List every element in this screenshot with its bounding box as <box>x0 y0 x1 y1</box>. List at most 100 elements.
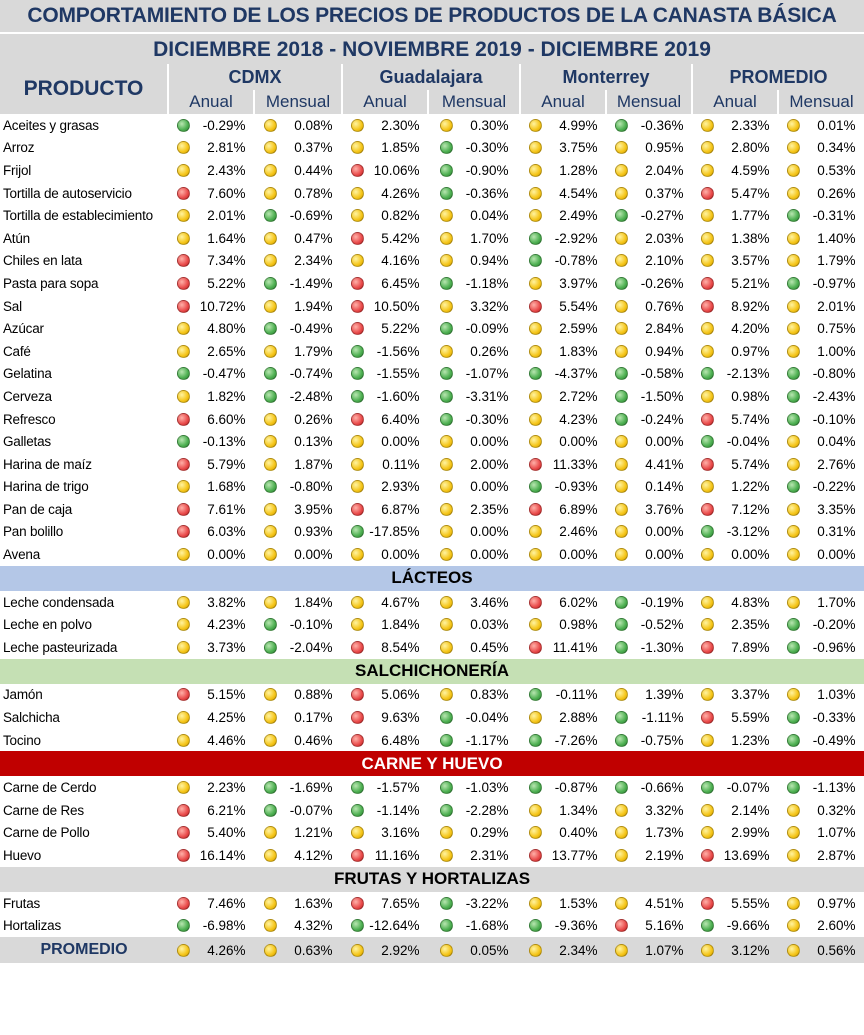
percentage-value: 0.75% <box>817 321 856 337</box>
status-dot-yellow-icon <box>786 525 800 539</box>
status-dot-green-icon <box>263 640 277 654</box>
status-dot-yellow-icon <box>528 826 542 840</box>
value-cell: -0.36% <box>428 182 520 205</box>
status-dot-red-icon <box>350 231 364 245</box>
value-cell: 4.20% <box>692 317 778 340</box>
status-dot-green-icon <box>786 412 800 426</box>
percentage-value: 0.00% <box>294 547 333 563</box>
table-row: Leche pasteurizada 3.73% -2.04% 8.54% 0.45% 1… <box>0 636 864 659</box>
percentage-value: 5.15% <box>207 687 246 703</box>
status-dot-green-icon <box>786 367 800 381</box>
value-cell: 5.54% <box>520 295 606 318</box>
status-dot-yellow-icon <box>700 548 714 562</box>
status-dot-red-icon <box>350 276 364 290</box>
value-cell: 10.50% <box>342 295 428 318</box>
status-dot-yellow-icon <box>700 733 714 747</box>
value-cell: -2.43% <box>778 385 864 408</box>
percentage-value: 0.08% <box>294 117 333 133</box>
value-cell: 0.00% <box>428 430 520 453</box>
percentage-value: 8.54% <box>381 639 420 655</box>
status-dot-yellow-icon <box>176 141 190 155</box>
value-cell: 1.77% <box>692 204 778 227</box>
status-dot-yellow-icon <box>263 231 277 245</box>
percentage-value: 2.46% <box>559 524 598 540</box>
table-row: Arroz 2.81% 0.37% 1.85% -0.30% 3.75% 0.95% 2.80… <box>0 137 864 160</box>
value-cell: 16.14% <box>168 844 254 867</box>
value-cell: -0.30% <box>428 137 520 160</box>
percentage-value: 0.00% <box>470 479 509 495</box>
percentage-value: 0.01% <box>817 117 856 133</box>
status-dot-yellow-icon <box>439 118 453 132</box>
status-dot-yellow-icon <box>176 640 190 654</box>
percentage-value: 0.37% <box>645 185 684 201</box>
product-name: Arroz <box>3 140 35 156</box>
status-dot-yellow-icon <box>786 826 800 840</box>
value-cell: 1.87% <box>254 453 342 476</box>
value-cell: 2.76% <box>778 453 864 476</box>
value-cell: 0.95% <box>606 137 692 160</box>
percentage-value: 4.32% <box>294 918 333 934</box>
status-dot-yellow-icon <box>786 299 800 313</box>
percentage-value: 2.84% <box>645 321 684 337</box>
status-dot-red-icon <box>350 163 364 177</box>
status-dot-yellow-icon <box>528 389 542 403</box>
value-cell: 1.79% <box>254 340 342 363</box>
percentage-value: 0.17% <box>294 710 333 726</box>
percentage-value: -1.69% <box>289 780 333 796</box>
status-dot-yellow-icon <box>700 943 714 957</box>
product-name: Carne de Pollo <box>3 825 90 841</box>
annual-header: Anual <box>519 90 606 114</box>
percentage-value: 1.84% <box>381 617 420 633</box>
percentage-value: 2.65% <box>207 343 246 359</box>
product-name: Frijol <box>3 162 32 178</box>
section-title: FRUTAS Y HORTALIZAS <box>0 866 864 892</box>
percentage-value: 2.03% <box>645 230 684 246</box>
product-name: Refresco <box>3 411 56 427</box>
value-cell: 5.06% <box>342 684 428 707</box>
status-dot-yellow-icon <box>700 618 714 632</box>
value-cell: -0.47% <box>168 363 254 386</box>
value-cell: 4.23% <box>168 613 254 636</box>
percentage-value: 2.49% <box>559 208 598 224</box>
percentage-value: 1.63% <box>294 895 333 911</box>
status-dot-yellow-icon <box>528 803 542 817</box>
percentage-value: 2.87% <box>817 848 856 864</box>
status-dot-yellow-icon <box>700 163 714 177</box>
status-dot-yellow-icon <box>614 231 628 245</box>
percentage-value: -0.66% <box>640 780 684 796</box>
value-cell: 7.34% <box>168 250 254 273</box>
percentage-value: 1.87% <box>294 456 333 472</box>
value-cell: 4.16% <box>342 250 428 273</box>
product-name: Frutas <box>3 895 41 911</box>
value-cell: 0.04% <box>428 204 520 227</box>
status-dot-yellow-icon <box>786 141 800 155</box>
table-row: Jamón 5.15% 0.88% 5.06% 0.83% -0.11% 1.39% 3.37… <box>0 684 864 707</box>
percentage-value: 1.79% <box>294 343 333 359</box>
status-dot-yellow-icon <box>786 849 800 863</box>
percentage-value: 4.46% <box>207 732 246 748</box>
status-dot-yellow-icon <box>263 896 277 910</box>
status-dot-red-icon <box>350 711 364 725</box>
percentage-value: 1.70% <box>817 594 856 610</box>
table-row: Avena 0.00% 0.00% 0.00% 0.00% 0.00% 0.00% 0.00%… <box>0 543 864 566</box>
percentage-value: 1.00% <box>817 343 856 359</box>
percentage-value: -1.18% <box>465 275 509 291</box>
product-name: Leche pasteurizada <box>3 639 118 655</box>
value-cell: 8.54% <box>342 636 428 659</box>
value-cell: 0.00% <box>342 430 428 453</box>
status-dot-red-icon <box>176 299 190 313</box>
value-cell: 5.74% <box>692 408 778 431</box>
value-cell: 6.02% <box>520 591 606 614</box>
value-cell: -2.13% <box>692 363 778 386</box>
value-cell: 2.59% <box>520 317 606 340</box>
status-dot-yellow-icon <box>176 595 190 609</box>
status-dot-yellow-icon <box>700 141 714 155</box>
product-name: Tocino <box>3 732 41 748</box>
value-cell: -1.30% <box>606 636 692 659</box>
value-cell: 10.72% <box>168 295 254 318</box>
value-cell: -0.36% <box>606 114 692 137</box>
percentage-value: 1.22% <box>731 479 770 495</box>
value-cell: 5.47% <box>692 182 778 205</box>
value-cell: 7.61% <box>168 498 254 521</box>
value-cell: 0.26% <box>428 340 520 363</box>
